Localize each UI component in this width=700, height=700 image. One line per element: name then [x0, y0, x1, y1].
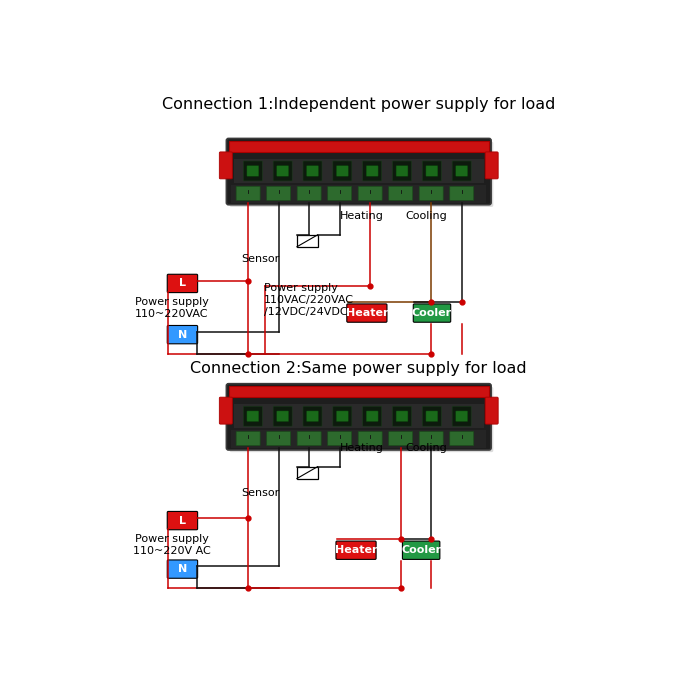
FancyBboxPatch shape	[167, 274, 197, 293]
FancyBboxPatch shape	[167, 560, 197, 578]
FancyBboxPatch shape	[413, 304, 451, 322]
FancyBboxPatch shape	[337, 166, 349, 176]
FancyBboxPatch shape	[337, 411, 349, 421]
FancyBboxPatch shape	[336, 541, 376, 559]
FancyBboxPatch shape	[452, 406, 471, 426]
Bar	[297, 467, 318, 479]
Text: Sensor: Sensor	[241, 254, 279, 264]
FancyBboxPatch shape	[389, 186, 413, 200]
FancyBboxPatch shape	[426, 166, 438, 176]
FancyBboxPatch shape	[485, 152, 498, 179]
FancyBboxPatch shape	[452, 161, 471, 181]
Text: Sensor: Sensor	[241, 489, 279, 498]
FancyBboxPatch shape	[366, 411, 378, 421]
Text: Cooler: Cooler	[401, 545, 441, 555]
FancyBboxPatch shape	[219, 152, 232, 179]
Text: Heater: Heater	[346, 308, 388, 318]
Bar	[231, 186, 486, 202]
FancyBboxPatch shape	[273, 406, 292, 426]
Text: Cooling: Cooling	[406, 211, 447, 221]
FancyBboxPatch shape	[396, 166, 408, 176]
FancyBboxPatch shape	[230, 141, 494, 207]
Text: Power supply
110~220V AC: Power supply 110~220V AC	[133, 534, 211, 556]
FancyBboxPatch shape	[456, 166, 468, 176]
FancyBboxPatch shape	[307, 166, 319, 176]
Text: L: L	[179, 279, 186, 288]
FancyBboxPatch shape	[267, 431, 290, 446]
FancyBboxPatch shape	[450, 186, 474, 200]
Text: Connection 2:Same power supply for load: Connection 2:Same power supply for load	[190, 360, 527, 375]
FancyBboxPatch shape	[346, 304, 387, 322]
FancyBboxPatch shape	[303, 161, 322, 181]
FancyBboxPatch shape	[167, 326, 197, 344]
Bar	[228, 386, 489, 397]
FancyBboxPatch shape	[236, 431, 260, 446]
FancyBboxPatch shape	[419, 186, 443, 200]
FancyBboxPatch shape	[247, 166, 259, 176]
Text: Cooler: Cooler	[412, 308, 452, 318]
FancyBboxPatch shape	[422, 406, 441, 426]
FancyBboxPatch shape	[426, 411, 438, 421]
FancyBboxPatch shape	[402, 541, 440, 559]
Text: L: L	[179, 516, 186, 526]
Text: Heating: Heating	[340, 211, 384, 221]
FancyBboxPatch shape	[244, 406, 262, 426]
FancyBboxPatch shape	[456, 411, 468, 421]
FancyBboxPatch shape	[276, 411, 288, 421]
FancyBboxPatch shape	[298, 431, 321, 446]
FancyBboxPatch shape	[267, 186, 290, 200]
FancyBboxPatch shape	[244, 161, 262, 181]
FancyBboxPatch shape	[298, 186, 321, 200]
FancyBboxPatch shape	[332, 406, 352, 426]
FancyBboxPatch shape	[366, 166, 378, 176]
Text: N: N	[178, 330, 187, 340]
Bar	[234, 405, 484, 428]
FancyBboxPatch shape	[485, 397, 498, 424]
FancyBboxPatch shape	[393, 406, 412, 426]
FancyBboxPatch shape	[303, 406, 322, 426]
Text: Power supply
110~220VAC: Power supply 110~220VAC	[134, 297, 209, 319]
FancyBboxPatch shape	[450, 431, 474, 446]
FancyBboxPatch shape	[247, 411, 259, 421]
FancyBboxPatch shape	[230, 387, 494, 452]
FancyBboxPatch shape	[393, 161, 412, 181]
FancyBboxPatch shape	[328, 186, 351, 200]
FancyBboxPatch shape	[307, 411, 319, 421]
Bar	[228, 141, 489, 152]
FancyBboxPatch shape	[358, 186, 382, 200]
FancyBboxPatch shape	[396, 411, 408, 421]
FancyBboxPatch shape	[276, 166, 288, 176]
Text: Heating: Heating	[340, 443, 384, 453]
Text: Cooling: Cooling	[406, 443, 447, 453]
Text: N: N	[178, 564, 187, 574]
FancyBboxPatch shape	[363, 161, 382, 181]
FancyBboxPatch shape	[236, 186, 260, 200]
FancyBboxPatch shape	[273, 161, 292, 181]
FancyBboxPatch shape	[422, 161, 441, 181]
Text: Heater: Heater	[335, 545, 377, 555]
FancyBboxPatch shape	[167, 512, 197, 530]
Bar	[231, 430, 486, 448]
FancyBboxPatch shape	[358, 431, 382, 446]
FancyBboxPatch shape	[219, 397, 232, 424]
Text: Power supply
110VAC/220VAC
/12VDC/24VDC: Power supply 110VAC/220VAC /12VDC/24VDC	[264, 284, 354, 316]
FancyBboxPatch shape	[363, 406, 382, 426]
FancyBboxPatch shape	[419, 431, 443, 446]
FancyBboxPatch shape	[226, 139, 491, 204]
FancyBboxPatch shape	[332, 161, 352, 181]
Bar	[297, 235, 318, 247]
FancyBboxPatch shape	[389, 431, 413, 446]
Bar	[234, 159, 484, 183]
FancyBboxPatch shape	[226, 384, 491, 450]
Text: Connection 1:Independent power supply for load: Connection 1:Independent power supply fo…	[162, 97, 555, 113]
FancyBboxPatch shape	[328, 431, 351, 446]
